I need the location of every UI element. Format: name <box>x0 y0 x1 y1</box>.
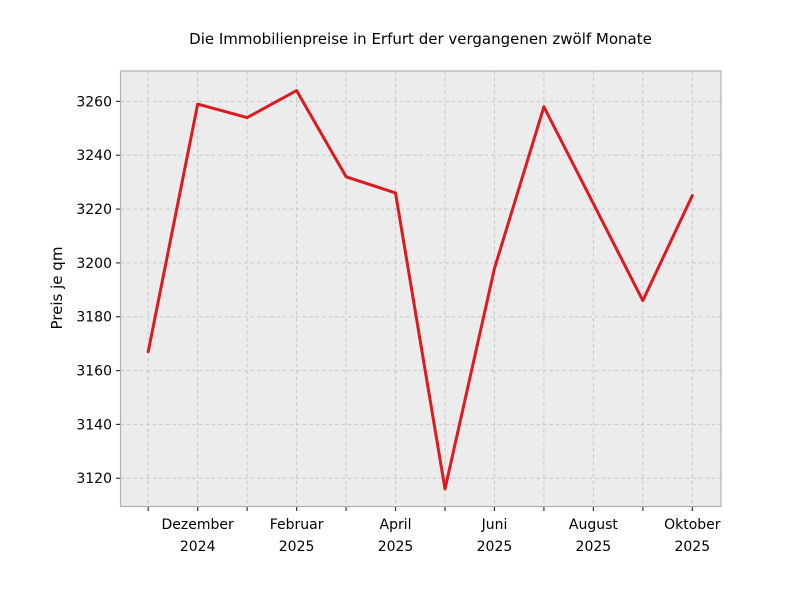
x-tick-label-month: Juni <box>481 517 508 533</box>
x-tick-label-month: August <box>569 517 619 533</box>
x-tick-label-month: Dezember <box>162 517 234 533</box>
x-tick-label-year: 2025 <box>674 539 710 555</box>
x-tick-label-month: Oktober <box>664 517 721 533</box>
x-tick-label-year: 2024 <box>180 539 216 555</box>
x-tick-label-month: Februar <box>270 517 324 533</box>
y-tick-label: 3180 <box>76 310 112 326</box>
y-tick-label: 3160 <box>76 364 112 380</box>
x-tick-label-year: 2025 <box>477 539 513 555</box>
chart-title: Die Immobilienpreise in Erfurt der verga… <box>189 30 652 48</box>
y-tick-label: 3140 <box>76 417 112 433</box>
x-tick-label-year: 2025 <box>378 539 414 555</box>
y-tick-label: 3200 <box>76 256 112 272</box>
price-line <box>146 89 694 491</box>
plot-background <box>120 71 721 507</box>
y-tick-label: 3240 <box>76 148 112 164</box>
x-tick-label-month: April <box>380 517 412 533</box>
x-tick-label-year: 2025 <box>279 539 315 555</box>
x-tick-label-year: 2025 <box>576 539 612 555</box>
y-tick-label: 3260 <box>76 94 112 110</box>
plot-border <box>119 70 722 508</box>
y-tick-label: 3120 <box>76 471 112 487</box>
y-tick-label: 3220 <box>76 202 112 218</box>
